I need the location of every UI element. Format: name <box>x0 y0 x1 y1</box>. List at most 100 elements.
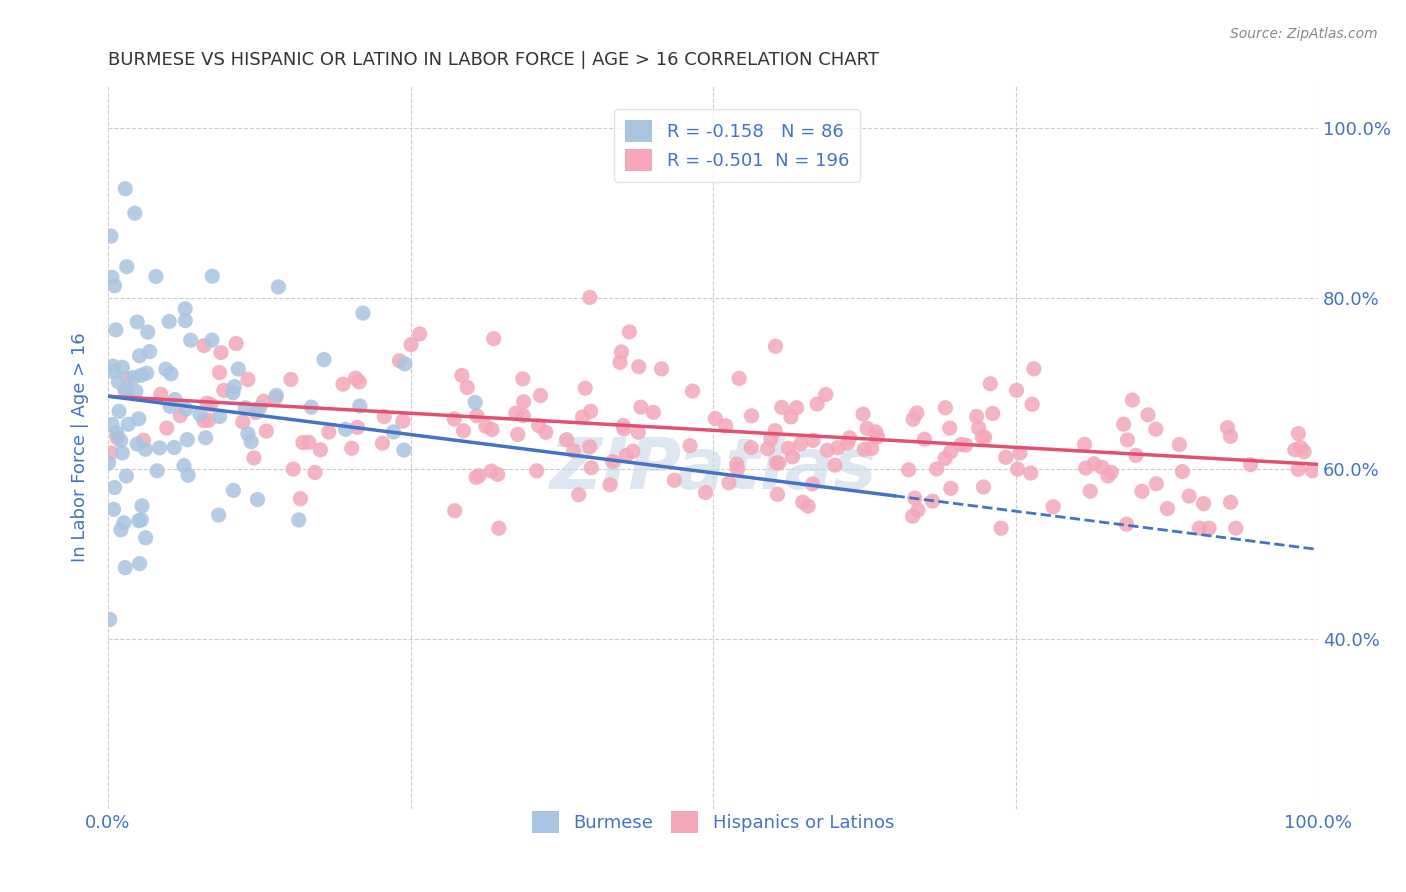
Point <box>176 433 198 447</box>
Legend: Burmese, Hispanics or Latinos: Burmese, Hispanics or Latinos <box>522 800 905 844</box>
Point <box>157 314 180 328</box>
Point <box>371 436 394 450</box>
Point <box>979 376 1001 391</box>
Point <box>981 407 1004 421</box>
Point <box>1115 517 1137 532</box>
Point <box>526 464 548 478</box>
Point <box>103 365 125 379</box>
Point <box>349 375 371 389</box>
Point <box>562 443 585 458</box>
Point <box>101 417 124 432</box>
Point <box>571 409 593 424</box>
Point <box>392 443 415 458</box>
Point <box>105 430 128 444</box>
Text: Source: ZipAtlas.com: Source: ZipAtlas.com <box>1230 27 1378 41</box>
Point <box>766 487 789 501</box>
Point <box>236 372 259 386</box>
Point <box>100 446 122 460</box>
Point <box>1239 458 1261 472</box>
Point <box>115 384 138 398</box>
Point <box>599 477 621 491</box>
Point <box>135 366 157 380</box>
Point <box>382 425 405 439</box>
Point <box>346 420 368 434</box>
Point <box>200 398 222 412</box>
Point <box>1178 489 1201 503</box>
Point <box>1198 521 1220 535</box>
Point <box>651 362 673 376</box>
Point <box>222 483 245 498</box>
Point <box>122 370 145 384</box>
Point <box>765 339 787 353</box>
Point <box>156 421 179 435</box>
Point <box>340 442 363 456</box>
Point <box>770 401 793 415</box>
Point <box>394 357 416 371</box>
Point <box>208 366 231 380</box>
Point <box>627 425 650 440</box>
Point <box>778 442 800 456</box>
Point <box>453 424 475 438</box>
Point <box>290 491 312 506</box>
Point <box>527 418 550 433</box>
Point <box>207 508 229 522</box>
Point <box>117 372 139 386</box>
Point <box>1083 457 1105 471</box>
Point <box>1144 422 1167 436</box>
Point <box>208 409 231 424</box>
Point <box>180 333 202 347</box>
Point <box>741 409 763 423</box>
Point <box>245 406 267 420</box>
Point <box>967 421 990 435</box>
Point <box>201 269 224 284</box>
Point <box>534 425 557 440</box>
Point <box>856 421 879 435</box>
Point <box>765 456 787 470</box>
Point <box>194 431 217 445</box>
Point <box>193 414 215 428</box>
Point <box>1007 462 1029 476</box>
Point <box>468 468 491 483</box>
Point <box>117 417 139 432</box>
Point <box>1171 465 1194 479</box>
Point <box>103 278 125 293</box>
Point <box>717 475 740 490</box>
Point <box>602 454 624 468</box>
Point <box>1286 426 1309 441</box>
Point <box>267 280 290 294</box>
Point <box>111 360 134 375</box>
Point <box>1022 361 1045 376</box>
Point <box>1216 420 1239 434</box>
Point <box>97 456 120 470</box>
Point <box>579 404 602 418</box>
Point <box>990 521 1012 535</box>
Point <box>905 406 928 420</box>
Point <box>1078 484 1101 499</box>
Point <box>127 437 149 451</box>
Point <box>1091 460 1114 475</box>
Point <box>128 412 150 426</box>
Point <box>728 371 751 385</box>
Point <box>148 441 170 455</box>
Point <box>193 338 215 352</box>
Point <box>630 400 652 414</box>
Point <box>555 433 578 447</box>
Point <box>128 557 150 571</box>
Point <box>233 401 256 415</box>
Point <box>938 421 960 435</box>
Point <box>643 405 665 419</box>
Point <box>280 372 302 386</box>
Point <box>725 457 748 471</box>
Point <box>1136 408 1159 422</box>
Point <box>506 427 529 442</box>
Point <box>972 480 994 494</box>
Y-axis label: In Labor Force | Age > 16: In Labor Force | Age > 16 <box>72 333 89 562</box>
Point <box>98 612 121 626</box>
Point <box>1225 521 1247 535</box>
Point <box>860 442 883 456</box>
Point <box>388 353 411 368</box>
Point <box>914 432 936 446</box>
Point <box>101 359 124 373</box>
Point <box>169 409 191 423</box>
Point <box>299 400 322 414</box>
